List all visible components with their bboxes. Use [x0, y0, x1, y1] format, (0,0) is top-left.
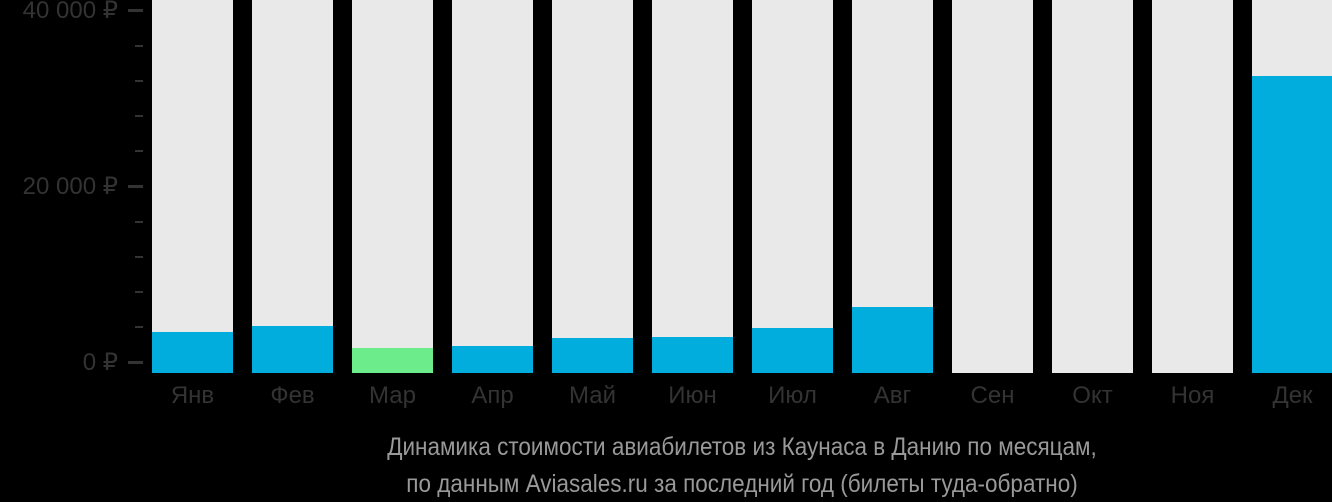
- month-label-sep: Сен: [970, 382, 1015, 409]
- column-track-feb: [252, 0, 333, 373]
- value-bar-apr: [452, 345, 533, 373]
- y-minor-tick-8000: [135, 291, 143, 294]
- month-label-apr: Апр: [471, 382, 514, 409]
- value-bar-jun: [652, 336, 733, 373]
- month-label-jul: Июл: [768, 382, 817, 409]
- y-major-tick-0: [128, 361, 143, 364]
- value-bar-jan: [152, 331, 233, 373]
- value-bar-aug: [852, 307, 933, 373]
- value-bar-mar: [352, 348, 433, 373]
- month-label-aug: Авг: [873, 382, 912, 409]
- caption-line-1: Динамика стоимости авиабилетов из Каунас…: [387, 433, 1097, 461]
- y-major-tick-20000: [128, 185, 143, 188]
- y-minor-tick-36000: [135, 44, 143, 47]
- column-track-mar: [352, 0, 433, 373]
- y-minor-tick-24000: [135, 150, 143, 153]
- y-minor-tick-28000: [135, 115, 143, 118]
- y-minor-tick-16000: [135, 220, 143, 223]
- value-bar-feb: [252, 326, 333, 373]
- column-track-apr: [452, 0, 533, 373]
- column-track-sep: [952, 0, 1033, 373]
- month-label-oct: Окт: [1072, 382, 1113, 409]
- y-minor-tick-12000: [135, 255, 143, 258]
- y-axis-label-40000: 40 000 ₽: [22, 0, 118, 24]
- month-label-jun: Июн: [668, 382, 717, 409]
- value-bar-may: [552, 337, 633, 373]
- month-label-may: Май: [568, 382, 616, 409]
- month-label-jan: Янв: [170, 382, 215, 409]
- month-label-dec: Дек: [1272, 382, 1313, 409]
- month-label-feb: Фев: [270, 382, 315, 409]
- month-label-nov: Ноя: [1170, 382, 1215, 409]
- value-bar-jul: [752, 328, 833, 373]
- column-track-oct: [1052, 0, 1133, 373]
- caption-line-2: по данным Aviasales.ru за последний год …: [406, 470, 1078, 498]
- y-major-tick-40000: [128, 9, 143, 12]
- chart-caption: Динамика стоимости авиабилетов из Каунас…: [152, 429, 1332, 502]
- y-axis-label-20000: 20 000 ₽: [22, 172, 118, 200]
- column-track-jul: [752, 0, 833, 373]
- y-minor-tick-4000: [135, 326, 143, 329]
- y-axis-label-0: 0 ₽: [82, 348, 118, 376]
- month-label-mar: Мар: [369, 382, 416, 409]
- column-track-nov: [1152, 0, 1233, 373]
- column-track-jun: [652, 0, 733, 373]
- value-bar-dec: [1252, 75, 1332, 373]
- column-track-jan: [152, 0, 233, 373]
- y-minor-tick-32000: [135, 79, 143, 82]
- column-track-may: [552, 0, 633, 373]
